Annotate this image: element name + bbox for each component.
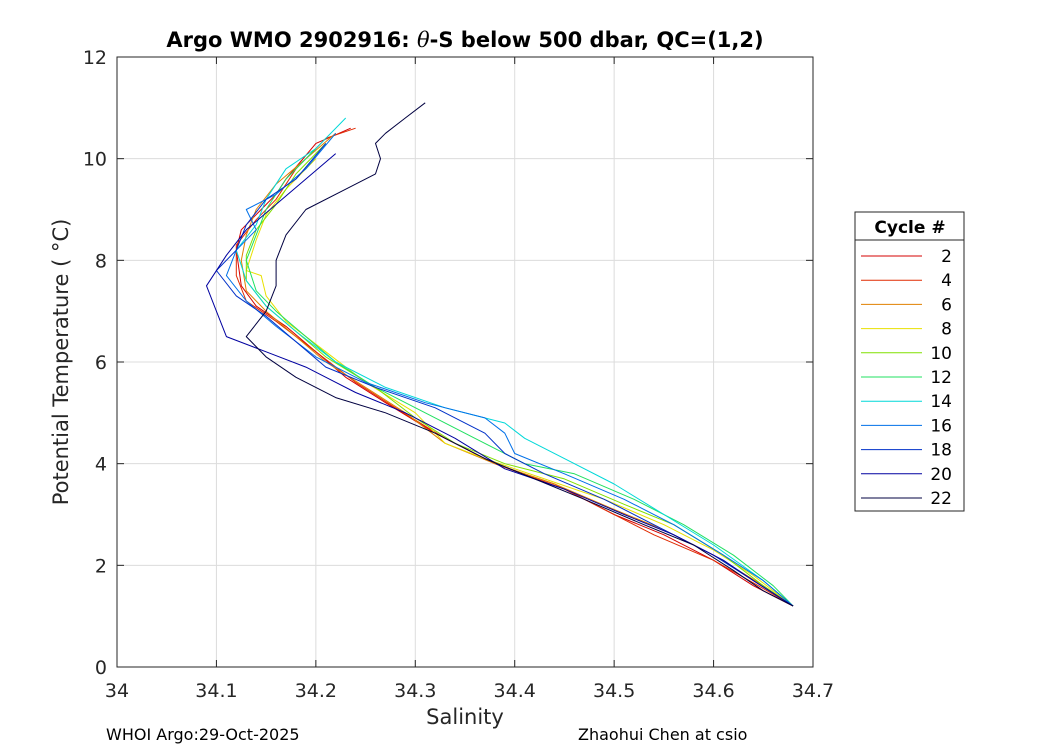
legend-label-cycle-4: 4: [941, 271, 952, 291]
legend-label-cycle-18: 18: [930, 441, 952, 461]
series-line-cycle-18: [215, 143, 794, 607]
legend-label-cycle-14: 14: [930, 392, 952, 412]
series-line-cycle-22: [245, 102, 794, 607]
x-tick-label: 34.2: [295, 680, 337, 702]
y-tick-label: 12: [83, 47, 107, 69]
legend-label-cycle-20: 20: [930, 465, 952, 485]
legend-label-cycle-16: 16: [930, 416, 952, 436]
series-line-cycle-16: [225, 132, 794, 607]
y-tick-label: 6: [95, 352, 107, 374]
legend-box: [854, 211, 965, 512]
legend-label-cycle-6: 6: [941, 295, 952, 315]
tick-labels: 34 34.1 34.2 34.3 34.4 34.5 34.6 34.7 0 2 4 6 8 10 12: [83, 47, 834, 702]
legend: Cycle # 2 4 6 8 10 12 14 16 18 20 22: [854, 211, 965, 512]
x-axis-label: Salinity: [426, 705, 504, 729]
chart-title-prefix: Argo WMO 2902916:: [166, 28, 417, 52]
legend-label-cycle-2: 2: [941, 247, 952, 267]
y-tick-label: 8: [95, 250, 107, 272]
y-tick-label: 2: [95, 555, 107, 577]
legend-label-cycle-22: 22: [930, 489, 952, 509]
x-tick-label: 34.6: [692, 680, 734, 702]
legend-label-cycle-8: 8: [941, 320, 952, 340]
legend-label-cycle-10: 10: [930, 344, 952, 364]
y-tick-label: 0: [95, 657, 107, 679]
axis-ticks: [116, 56, 814, 668]
y-tick-label: 4: [95, 454, 107, 476]
x-tick-label: 34: [105, 680, 129, 702]
footer-author: Zhaohui Chen at csio: [578, 725, 748, 744]
series-line-cycle-14: [235, 117, 794, 607]
legend-title: Cycle #: [874, 218, 945, 238]
x-tick-label: 34.4: [494, 680, 536, 702]
legend-entries: 2 4 6 8 10 12 14 16 18 20 22: [861, 247, 952, 509]
y-axis-label: Potential Temperature ( °C): [49, 219, 73, 506]
series-line-cycle-20: [206, 153, 794, 607]
x-tick-label: 34.3: [394, 680, 436, 702]
chart-title: Argo WMO 2902916: θ-S below 500 dbar, QC…: [166, 28, 763, 52]
x-tick-label: 34.1: [195, 680, 237, 702]
chart-title-suffix: -S below 500 dbar, QC=(1,2): [430, 28, 764, 52]
x-tick-label: 34.5: [593, 680, 635, 702]
y-tick-label: 10: [83, 149, 107, 171]
footer-source-date: WHOI Argo:29-Oct-2025: [106, 725, 300, 744]
chart-title-theta: θ: [417, 28, 430, 52]
series-layer: [206, 102, 794, 607]
x-tick-label: 34.7: [792, 680, 834, 702]
legend-label-cycle-12: 12: [930, 368, 952, 388]
